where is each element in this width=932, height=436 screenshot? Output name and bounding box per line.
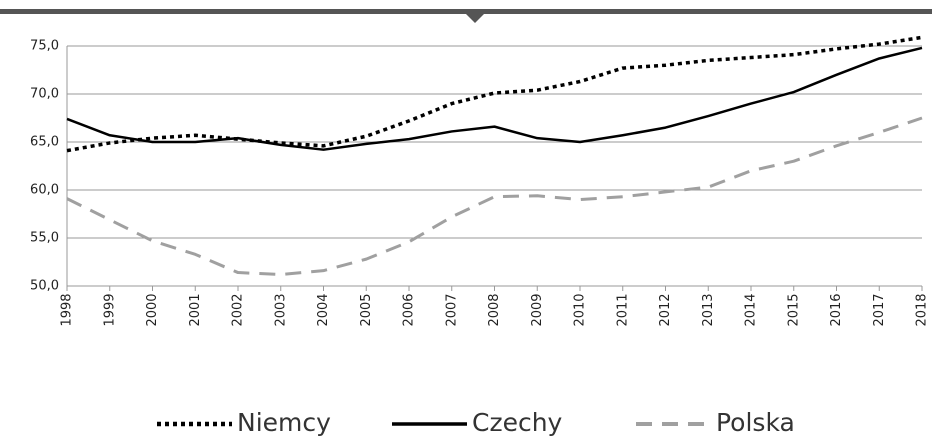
x-tick-label: 2002 — [231, 293, 246, 326]
legend-label: Niemcy — [237, 408, 331, 436]
x-tick-label: 1998 — [60, 293, 75, 326]
legend-label: Czechy — [472, 408, 563, 436]
x-tick-label: 2001 — [188, 293, 203, 326]
x-tick-label: 2005 — [359, 293, 374, 326]
x-tick-label: 2010 — [573, 293, 588, 326]
x-tick-label: 2017 — [872, 293, 887, 326]
x-tick-label: 2013 — [701, 293, 716, 326]
x-tick-label: 2014 — [744, 293, 759, 326]
x-tick-label: 2016 — [829, 293, 844, 326]
legend-label: Polska — [716, 408, 795, 436]
x-tick-label: 1999 — [102, 293, 117, 326]
x-tick-label: 2003 — [273, 293, 288, 326]
top-bar — [0, 9, 932, 14]
x-tick-label: 2009 — [530, 293, 545, 326]
y-tick-label: 70,0 — [30, 87, 59, 102]
x-tick-label: 2018 — [915, 293, 930, 326]
x-tick-label: 2007 — [444, 293, 459, 326]
x-tick-label: 2004 — [316, 293, 331, 326]
x-tick-label: 2006 — [402, 293, 417, 326]
top-marker — [466, 14, 484, 23]
y-tick-label: 75,0 — [30, 39, 59, 54]
y-tick-label: 60,0 — [30, 183, 59, 198]
x-tick-label: 2008 — [487, 293, 502, 326]
y-tick-label: 50,0 — [30, 279, 59, 294]
x-tick-label: 2000 — [145, 293, 160, 326]
y-tick-label: 55,0 — [30, 231, 59, 246]
x-tick-label: 2011 — [615, 293, 630, 326]
y-tick-label: 65,0 — [30, 135, 59, 150]
x-tick-label: 2015 — [786, 293, 801, 326]
series-line — [66, 46, 923, 151]
x-tick-label: 2012 — [658, 293, 673, 326]
